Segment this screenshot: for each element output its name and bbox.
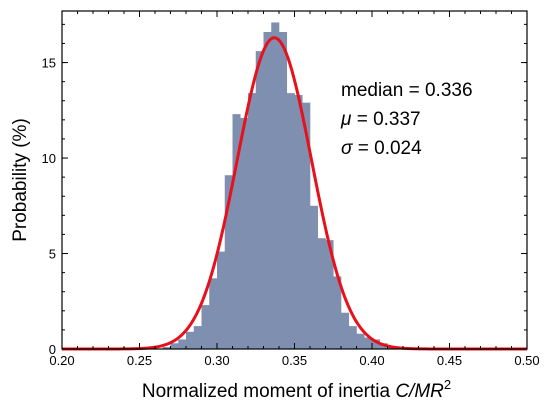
histogram-bar [209,278,218,349]
annotation-median: median = 0.336 [341,80,473,101]
histogram-bar [263,32,272,350]
histogram-bar [170,343,179,349]
y-axis-label: Probability (%) [10,118,31,242]
histogram-bar [325,240,334,349]
y-tick-label: 0 [49,342,56,357]
mu-symbol: μ [340,109,352,130]
histogram-bar [240,117,249,349]
x-tick-label: 0.30 [204,353,229,368]
histogram-bar [271,22,280,349]
histogram-bar [186,331,195,349]
histogram-bar [348,326,357,349]
x-tick-label: 0.25 [127,353,152,368]
bars-layer [162,22,404,350]
histogram-bar [317,238,326,349]
y-tick-label: 10 [42,151,56,166]
y-tick-label: 5 [49,247,56,262]
sigma-value: = 0.024 [352,138,422,159]
histogram-bar [162,347,171,349]
histogram-bar [302,102,311,350]
histogram-bar [372,339,381,349]
histogram-bar [286,93,295,349]
histogram-bar [217,251,226,349]
histogram-bar [341,312,350,349]
histogram-bar [178,339,187,349]
y-tick-label: 15 [42,56,56,71]
x-axis-label-prefix: Normalized moment of inertia [142,381,395,402]
mu-value: = 0.337 [351,109,420,130]
histogram-bar [201,305,210,349]
x-tick-label: 0.40 [359,353,384,368]
histogram-bar [193,326,202,349]
histogram-bar [333,276,342,349]
x-axis-label: Normalized moment of inertia C/MR2 [142,377,451,402]
x-axis-label-exponent: 2 [444,377,451,392]
histogram-bar [255,51,264,350]
x-tick-label: 0.45 [437,353,462,368]
annotation-mean: μ = 0.337 [340,109,421,130]
histogram-bar [356,333,365,349]
x-tick-label: 0.50 [514,353,539,368]
histogram-bar [224,175,233,349]
x-tick-label: 0.35 [282,353,307,368]
sigma-symbol: σ [341,138,354,159]
x-axis-label-variable: C/MR [395,381,444,402]
histogram-bar [248,93,257,349]
x-tick-label: 0.20 [49,353,74,368]
tick-labels-layer: 0.20 0.25 0.30 0.35 0.40 0.45 0.50 0 5 10 15 [42,56,540,368]
ticks-layer [61,11,528,350]
histogram-bar [279,32,288,350]
histogram-bar [294,95,303,349]
annotation-sigma: σ = 0.024 [341,138,422,159]
histogram-bar [364,337,373,349]
histogram-bar [232,114,241,349]
histogram-bar [310,205,319,349]
